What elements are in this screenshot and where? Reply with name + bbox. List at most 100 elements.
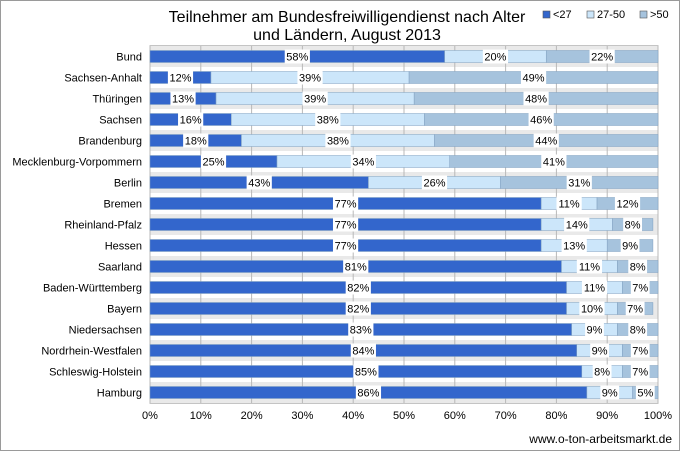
data-label: 34% bbox=[352, 157, 374, 169]
category-label: Sachsen-Anhalt bbox=[64, 73, 142, 85]
data-label: 11% bbox=[584, 283, 605, 295]
data-label: 38% bbox=[317, 115, 339, 127]
category-label: Thüringen bbox=[92, 94, 142, 106]
data-label: 20% bbox=[484, 52, 506, 64]
category-label: Brandenburg bbox=[78, 136, 142, 148]
data-label-bg bbox=[541, 154, 567, 169]
data-label-bg bbox=[523, 91, 549, 106]
data-label: 12% bbox=[169, 73, 191, 85]
category-label: Niedersachsen bbox=[69, 325, 142, 337]
data-label: 44% bbox=[535, 136, 557, 148]
data-label-bg bbox=[635, 385, 655, 400]
data-label: 13% bbox=[563, 241, 585, 253]
data-label: 9% bbox=[587, 325, 603, 337]
data-label: 39% bbox=[299, 73, 321, 85]
data-label: 16% bbox=[180, 115, 202, 127]
legend-label: <27 bbox=[553, 9, 572, 21]
data-label-bg bbox=[600, 385, 620, 400]
legend-swatch bbox=[639, 10, 648, 19]
data-label-bg bbox=[345, 280, 371, 295]
tick-label: 0% bbox=[142, 410, 158, 422]
category-label: Hamburg bbox=[97, 388, 142, 400]
data-label-bg bbox=[297, 70, 323, 85]
data-label-bg bbox=[355, 385, 382, 400]
category-label: Bund bbox=[116, 52, 142, 64]
data-label-bg bbox=[581, 280, 608, 295]
data-label: 31% bbox=[568, 178, 590, 190]
data-label-bg bbox=[564, 217, 590, 232]
data-label-bg bbox=[614, 196, 641, 211]
data-label-bg bbox=[533, 133, 559, 148]
data-label-bg bbox=[183, 133, 209, 148]
data-label: 43% bbox=[248, 178, 270, 190]
data-label-bg bbox=[561, 238, 587, 253]
category-label: Bayern bbox=[107, 304, 142, 316]
data-label: 82% bbox=[347, 304, 369, 316]
data-label: 84% bbox=[352, 346, 374, 358]
category-label: Rheinland-Pfalz bbox=[64, 220, 142, 232]
data-label: 82% bbox=[347, 283, 369, 295]
data-label-bg bbox=[350, 154, 376, 169]
data-label: 8% bbox=[630, 325, 646, 337]
data-label: 8% bbox=[630, 262, 646, 274]
tick-label: 80% bbox=[545, 410, 567, 422]
data-label-bg bbox=[592, 364, 612, 379]
data-label-bg bbox=[623, 217, 642, 232]
data-label-bg bbox=[589, 49, 615, 64]
data-label: 22% bbox=[591, 52, 613, 64]
x-axis-ticks: 0% 10% 20% 30% 40% 50% 60% 70% 80% 90% 100% bbox=[142, 410, 672, 422]
bars: 58% 20% 22% 12% 39% 49% 13% 39% 48% 16% 38% 46% 18% 3… bbox=[149, 49, 659, 400]
data-label: 38% bbox=[327, 136, 349, 148]
category-label: Schleswig-Holstein bbox=[49, 367, 142, 379]
data-label: 77% bbox=[335, 199, 357, 211]
data-label-bg bbox=[246, 175, 272, 190]
data-label: 7% bbox=[632, 346, 648, 358]
data-label: 58% bbox=[286, 52, 308, 64]
category-label: Mecklenburg-Vorpommern bbox=[12, 157, 142, 169]
data-label-bg bbox=[332, 217, 359, 232]
data-label-bg bbox=[625, 301, 645, 316]
data-label: 13% bbox=[172, 94, 194, 106]
data-label: 8% bbox=[625, 220, 641, 232]
data-label-bg bbox=[302, 91, 328, 106]
data-label-bg bbox=[167, 70, 194, 85]
category-label: Berlin bbox=[114, 178, 142, 190]
data-label: 7% bbox=[632, 367, 648, 379]
data-label-bg bbox=[628, 322, 648, 337]
data-label-bg bbox=[630, 364, 650, 379]
data-label: 12% bbox=[617, 199, 639, 211]
data-label-bg bbox=[345, 301, 371, 316]
data-label: 14% bbox=[566, 220, 588, 232]
legend-swatch bbox=[586, 10, 595, 19]
data-label: 25% bbox=[202, 157, 224, 169]
chart-title-line2: und Ländern, August 2013 bbox=[253, 27, 441, 44]
category-label: Sachsen bbox=[99, 115, 142, 127]
data-label-bg bbox=[630, 280, 650, 295]
data-label-bg bbox=[325, 133, 351, 148]
data-label-bg bbox=[332, 196, 359, 211]
tick-label: 10% bbox=[190, 410, 212, 422]
data-label: 9% bbox=[592, 346, 608, 358]
legend-swatch bbox=[542, 10, 551, 19]
data-label-bg bbox=[566, 175, 592, 190]
category-label: Baden-Württemberg bbox=[43, 283, 142, 295]
category-labels: Bund Sachsen-Anhalt Thüringen Sachsen Brande… bbox=[12, 52, 142, 400]
data-label-bg bbox=[170, 91, 196, 106]
data-label: 10% bbox=[581, 304, 603, 316]
tick-label: 20% bbox=[241, 410, 263, 422]
data-label-bg bbox=[628, 259, 648, 274]
chart-title-line1: Teilnehmer am Bundesfreiwilligendienst n… bbox=[169, 9, 526, 26]
data-label-bg bbox=[343, 259, 369, 274]
data-label: 5% bbox=[637, 388, 653, 400]
tick-label: 90% bbox=[596, 410, 618, 422]
data-label-bg bbox=[482, 49, 509, 64]
category-label: Nordrhein-Westfalen bbox=[41, 346, 142, 358]
data-label: 77% bbox=[335, 220, 357, 232]
data-label: 9% bbox=[622, 241, 638, 253]
data-label: 8% bbox=[594, 367, 610, 379]
data-label: 46% bbox=[530, 115, 552, 127]
tick-label: 70% bbox=[495, 410, 517, 422]
data-label: 9% bbox=[602, 388, 618, 400]
data-label: 7% bbox=[632, 283, 648, 295]
